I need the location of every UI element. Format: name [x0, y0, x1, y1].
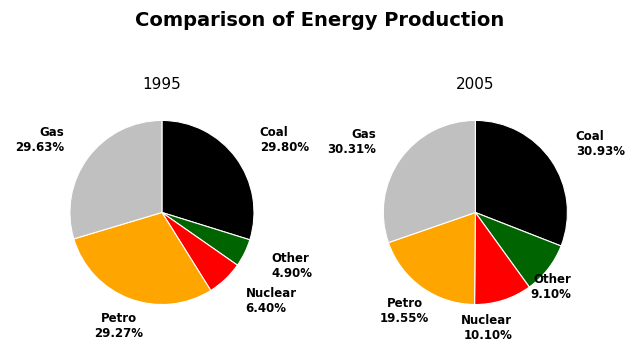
Text: Comparison of Energy Production: Comparison of Energy Production	[136, 11, 504, 30]
Text: Other
4.90%: Other 4.90%	[271, 252, 312, 280]
Wedge shape	[162, 212, 237, 290]
Text: Nuclear
6.40%: Nuclear 6.40%	[246, 287, 297, 315]
Title: 2005: 2005	[456, 77, 495, 92]
Wedge shape	[476, 121, 568, 246]
Wedge shape	[74, 212, 211, 304]
Text: Petro
29.27%: Petro 29.27%	[95, 312, 143, 340]
Title: 1995: 1995	[143, 77, 181, 92]
Text: Gas
29.63%: Gas 29.63%	[15, 126, 65, 154]
Wedge shape	[162, 121, 254, 240]
Wedge shape	[388, 212, 476, 304]
Wedge shape	[383, 121, 476, 243]
Text: Other
9.10%: Other 9.10%	[531, 273, 572, 301]
Wedge shape	[475, 212, 529, 304]
Wedge shape	[162, 212, 250, 265]
Wedge shape	[476, 212, 561, 287]
Wedge shape	[70, 121, 162, 239]
Text: Nuclear
10.10%: Nuclear 10.10%	[461, 314, 512, 342]
Text: Petro
19.55%: Petro 19.55%	[380, 297, 429, 325]
Text: Coal
30.93%: Coal 30.93%	[576, 130, 625, 158]
Text: Coal
29.80%: Coal 29.80%	[260, 126, 309, 155]
Text: Gas
30.31%: Gas 30.31%	[328, 128, 376, 156]
